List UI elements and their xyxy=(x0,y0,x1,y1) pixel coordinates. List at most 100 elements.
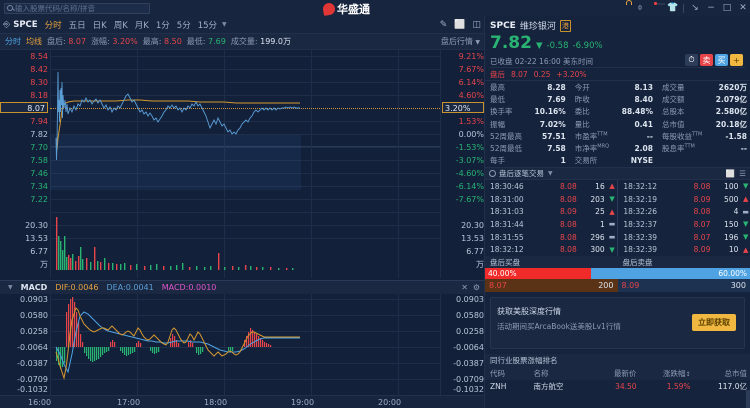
tick-price: 8.08 xyxy=(693,207,711,217)
stat-value: 7.58 xyxy=(547,144,566,154)
chart-plot-area[interactable]: 8.54 8.42 8.30 8.18 7.94 7.82 7.70 7.58 … xyxy=(0,50,484,408)
lock-icon[interactable] xyxy=(619,3,629,13)
y-right-volume-unit: 万 xyxy=(476,260,484,269)
macd-plot[interactable]: 0.0903 0.0580 0.0258 -0.0064 -0.0387 -0.… xyxy=(0,294,484,395)
sell-button[interactable]: 卖 xyxy=(700,54,713,66)
promo-button[interactable]: 立即获取 xyxy=(692,314,736,332)
maximize-icon[interactable]: □ xyxy=(722,3,732,13)
expand-icon[interactable]: ⬜ xyxy=(725,169,736,179)
y-right-5: 1.53% xyxy=(458,117,484,126)
close-icon[interactable]: ✕ xyxy=(739,3,747,13)
y-left-8: 7.58 xyxy=(30,156,48,165)
depth-sell-vol: 300 xyxy=(730,281,746,291)
x-tick-2: 18:00 xyxy=(204,398,228,407)
quote-status: 已收盘 02-22 16:00 美东时间 xyxy=(490,56,594,66)
fullscreen-icon[interactable]: ⬜ xyxy=(454,19,466,30)
ticks-table: 18:30:46 8.08 16 ▲ 18:32:12 8.08 100 ▼ 18:31:0… xyxy=(485,180,750,257)
buy-button[interactable]: 买 xyxy=(715,54,728,66)
period-tab-1[interactable]: 五日 xyxy=(68,20,86,31)
after-hours-label: 盘后 xyxy=(490,69,505,79)
rank-col-3[interactable]: 涨跌幅↕ xyxy=(640,367,695,381)
quote-change: -0.58 xyxy=(546,41,569,51)
last-price-badge-left: 8.07 xyxy=(0,102,48,113)
y-right-volume-2: 6.77 xyxy=(466,247,484,256)
macd-title: MACD xyxy=(20,283,48,292)
depth-sell-label: 盘后卖盘 xyxy=(622,257,653,267)
table-row: 18:30:46 8.08 16 ▲ 18:32:12 8.08 100 ▼ xyxy=(485,180,750,193)
tick-volume: 1 xyxy=(599,219,605,229)
chevron-down-icon[interactable]: ▼ xyxy=(222,21,227,28)
macd-header: ▼ MACD DIF:0.0046 DEA:0.0041 MACD:0.0010… xyxy=(0,280,484,294)
macd-yr-1: 0.0580 xyxy=(456,311,484,320)
stat-key: 市净率MRQ xyxy=(574,143,610,154)
chevron-down-icon[interactable]: ▼ xyxy=(548,170,553,178)
info-value-1: 3.20% xyxy=(112,37,138,46)
period-tab-6[interactable]: 5分 xyxy=(176,20,191,31)
scrollbar[interactable] xyxy=(746,390,750,408)
y-right-9: -4.60% xyxy=(455,169,484,178)
stat-key: 量比 xyxy=(574,119,590,129)
stat-value: NYSE xyxy=(630,156,653,166)
brand-name: 华盛通 xyxy=(337,3,370,16)
stat-key: 换手率 xyxy=(490,107,513,117)
add-icon[interactable]: + xyxy=(730,54,743,66)
promo-banner: 获取美股深度行情 活动期间买ArcaBook送美股Lv1行情 立即获取 xyxy=(490,297,745,350)
y-left-7: 7.70 xyxy=(30,143,48,152)
chart-x-axis: 16:00 17:00 18:00 19:00 20:00 xyxy=(0,395,484,408)
period-tab-0[interactable]: 分时 xyxy=(44,20,62,31)
tick-time: 18:31:55 xyxy=(490,232,524,242)
period-tab-5[interactable]: 1分 xyxy=(155,20,170,31)
layout-icon[interactable]: ◫ xyxy=(472,19,481,30)
y-volume-unit: 万 xyxy=(40,260,48,269)
tick-dir-icon: ▲ xyxy=(742,195,749,204)
info-mode: 分时 xyxy=(5,37,21,46)
tick-time: 18:32:12 xyxy=(617,180,681,193)
chevron-down-icon[interactable]: ▼ xyxy=(8,284,13,291)
info-label-0: 盘后: xyxy=(47,37,66,46)
pencil-icon[interactable]: ✎ xyxy=(439,19,448,30)
tick-time: 18:31:44 xyxy=(490,219,524,229)
flame-icon xyxy=(322,2,336,16)
depth-sell-row: 8.09 300 xyxy=(617,279,750,293)
period-tab-4[interactable]: 月K xyxy=(134,20,149,31)
after-hours-pct: +3.20% xyxy=(556,69,587,79)
ticks-header[interactable]: 盘后逐笔交易 ▼ ⬜ ☰ xyxy=(485,167,750,181)
y-left-10: 7.34 xyxy=(30,182,48,191)
stat-key: 昨收 xyxy=(574,94,590,104)
chart-symbol: SPCE xyxy=(13,19,38,30)
minimize-icon[interactable]: − xyxy=(707,3,715,13)
y-volume-0: 20.30 xyxy=(25,221,48,230)
afterhours-selector[interactable]: 盘后行情 ▼ xyxy=(440,37,480,46)
period-tab-3[interactable]: 周K xyxy=(113,20,128,31)
x-tick-3: 19:00 xyxy=(291,398,315,407)
tick-time: 18:31:03 xyxy=(490,207,524,217)
table-row: 18:31:44 8.08 1 ▬ 18:32:37 8.07 150 ▼ xyxy=(485,218,750,231)
tick-volume: 4 xyxy=(733,207,739,217)
tick-price: 8.08 xyxy=(560,245,577,255)
divider xyxy=(683,3,684,13)
indicator-icon[interactable]: ⎆ xyxy=(3,19,11,30)
stat-key: 总市值 xyxy=(661,119,685,129)
tick-volume: 196 xyxy=(724,232,739,242)
stat-key: 今开 xyxy=(574,82,590,92)
rank-col-2: 最新价 xyxy=(595,367,641,381)
close-icon[interactable]: ✕ xyxy=(461,283,468,292)
y-right-10: -6.14% xyxy=(455,182,484,191)
headset-icon[interactable]: ⌽ xyxy=(637,3,643,13)
macd-y-0: 0.0903 xyxy=(20,295,48,304)
search-input[interactable]: 输入股票代码/名称/拼音 xyxy=(4,2,150,14)
promo-line2: 活动期间买ArcaBook送美股Lv1行情 xyxy=(497,322,621,332)
list-icon[interactable]: ☰ xyxy=(739,169,746,179)
title-bar: 输入股票代码/名称/拼音 华盛通 ⌽ 👕 ↘ − □ ✕ xyxy=(0,0,750,16)
gear-icon[interactable]: ⚙ xyxy=(472,283,480,292)
after-hours-change: 0.25 xyxy=(533,69,551,79)
period-tab-2[interactable]: 日K xyxy=(92,20,107,31)
mail-icon[interactable] xyxy=(651,2,661,13)
cursor-icon[interactable]: ↘ xyxy=(691,3,699,13)
alarm-icon[interactable]: ⏱ xyxy=(685,54,698,66)
y-right-7: -1.53% xyxy=(455,143,484,152)
after-hours-row: 盘后 8.07 0.25 +3.20% xyxy=(485,68,750,81)
stat-key: 总股本 xyxy=(661,107,685,117)
period-tab-7[interactable]: 15分 xyxy=(197,20,218,31)
shirt-icon[interactable]: 👕 xyxy=(667,3,679,13)
